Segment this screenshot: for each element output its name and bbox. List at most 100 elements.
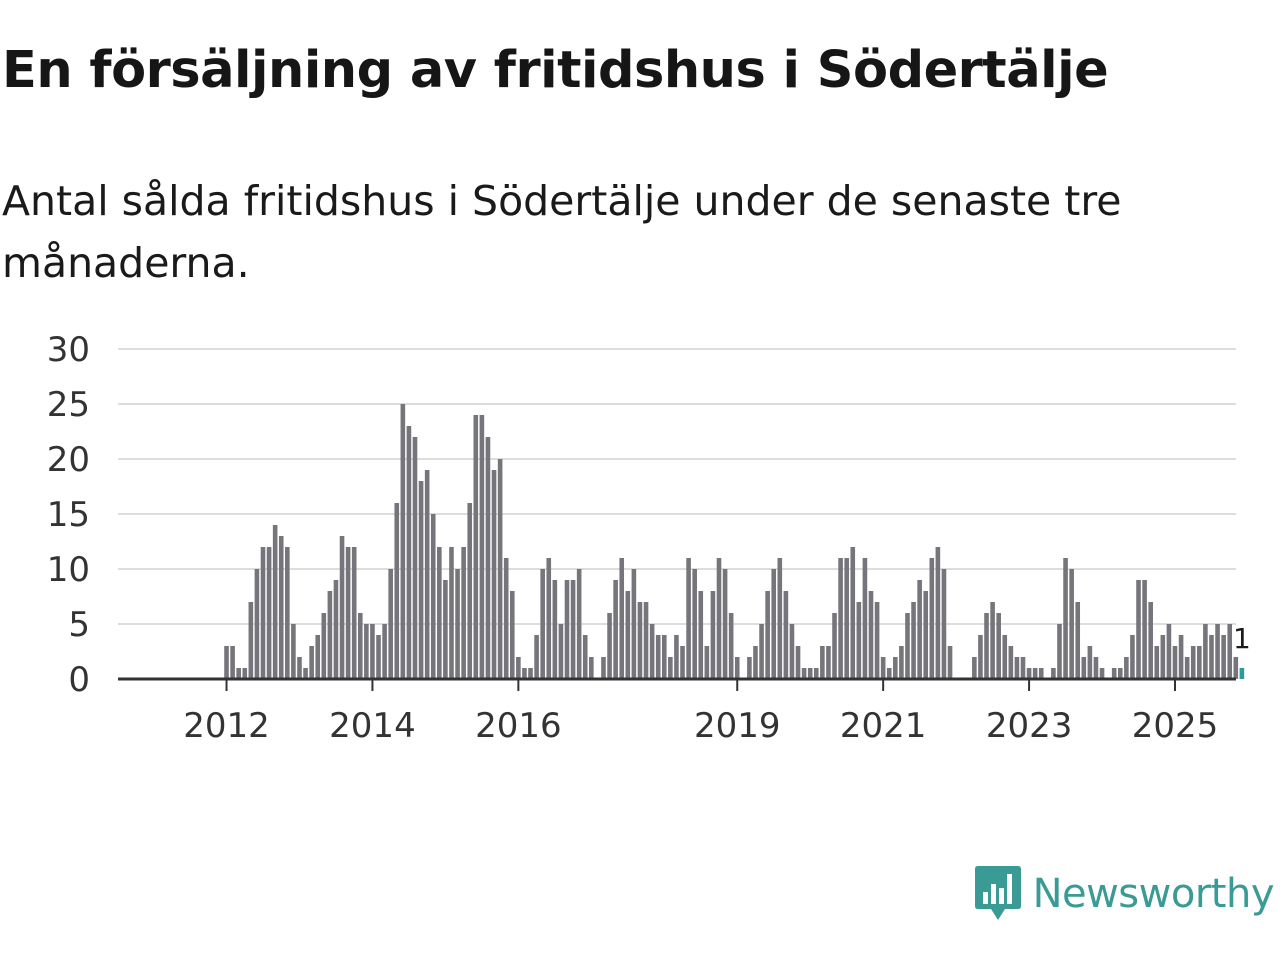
bar [1215, 624, 1220, 679]
bar [674, 635, 679, 679]
bar [886, 668, 892, 679]
bar [1032, 668, 1038, 679]
bar [564, 580, 570, 679]
bar [698, 591, 704, 679]
bar [929, 558, 935, 679]
gridlines [118, 348, 1236, 625]
bar [1057, 624, 1062, 679]
bar [747, 657, 752, 679]
bar [972, 657, 977, 679]
bar [680, 646, 685, 679]
bar [382, 624, 387, 679]
bar [376, 635, 381, 679]
bar [978, 635, 983, 679]
bar [631, 569, 637, 679]
bar [1178, 635, 1184, 679]
x-tick-label: 2021 [840, 706, 927, 740]
bar [509, 591, 515, 679]
bar [923, 591, 929, 679]
bar [497, 459, 503, 679]
chart-subtitle: Antal sålda fritidshus i Södertälje unde… [2, 177, 1122, 287]
bar [534, 635, 539, 679]
bar [820, 646, 825, 679]
bar [619, 558, 625, 679]
bar [1075, 602, 1081, 679]
bar [625, 591, 631, 679]
bar [339, 536, 345, 679]
bar [692, 569, 697, 679]
bar [327, 591, 333, 679]
bar [1172, 646, 1178, 679]
bar [1002, 635, 1008, 679]
bar [309, 646, 314, 679]
bar [400, 404, 406, 679]
bar [254, 569, 260, 679]
bar [613, 580, 618, 679]
bar [607, 613, 612, 679]
bar [728, 613, 734, 679]
bar [649, 624, 655, 679]
bar [491, 470, 497, 679]
bar [899, 646, 904, 679]
bar [716, 558, 722, 679]
bar [1197, 646, 1202, 679]
bar [558, 624, 564, 679]
bar [321, 613, 327, 679]
bar [826, 646, 831, 679]
bar [668, 657, 673, 679]
bar [832, 613, 837, 679]
bar [734, 657, 740, 679]
bar [357, 613, 363, 679]
bar [333, 580, 339, 679]
axes [118, 677, 1236, 691]
bar [911, 602, 916, 679]
bar [303, 668, 308, 679]
bar [278, 536, 284, 679]
bar [856, 602, 862, 679]
bar [1014, 657, 1020, 679]
y-tick-label: 0 [68, 660, 90, 700]
bar [1209, 635, 1214, 679]
bar [266, 547, 272, 679]
bar [850, 547, 856, 679]
y-tick-label: 30 [47, 330, 90, 370]
bar [406, 426, 412, 679]
bar [473, 415, 479, 679]
bar [412, 437, 418, 679]
x-tick-label: 2023 [986, 706, 1073, 740]
bar [655, 635, 661, 679]
bar [771, 569, 777, 679]
bar [449, 547, 454, 679]
bar [1227, 624, 1233, 679]
bars [224, 404, 1245, 679]
bar [813, 668, 819, 679]
y-tick-label: 25 [47, 385, 90, 425]
bar [1069, 569, 1074, 679]
bar [351, 547, 357, 679]
bar [224, 646, 229, 679]
bar [661, 635, 667, 679]
bar [941, 569, 947, 679]
y-tick-label: 5 [68, 605, 90, 645]
newsworthy-bar-chart-badge-icon [974, 866, 1021, 920]
bar [637, 602, 643, 679]
bar [424, 470, 430, 679]
bar [868, 591, 874, 679]
bar [874, 602, 880, 679]
bar [479, 415, 485, 679]
last-value-label: 1 [1233, 622, 1251, 655]
bar [722, 569, 728, 679]
bar [1130, 635, 1135, 679]
y-tick-label: 10 [47, 550, 90, 590]
bar [570, 580, 576, 679]
bar [1081, 657, 1087, 679]
bar [880, 657, 886, 679]
x-tick-label: 2014 [329, 706, 416, 740]
bar [388, 569, 393, 679]
bar [777, 558, 783, 679]
bar [516, 657, 521, 679]
bar [844, 558, 849, 679]
bar [1221, 635, 1226, 679]
bar [1111, 668, 1117, 679]
